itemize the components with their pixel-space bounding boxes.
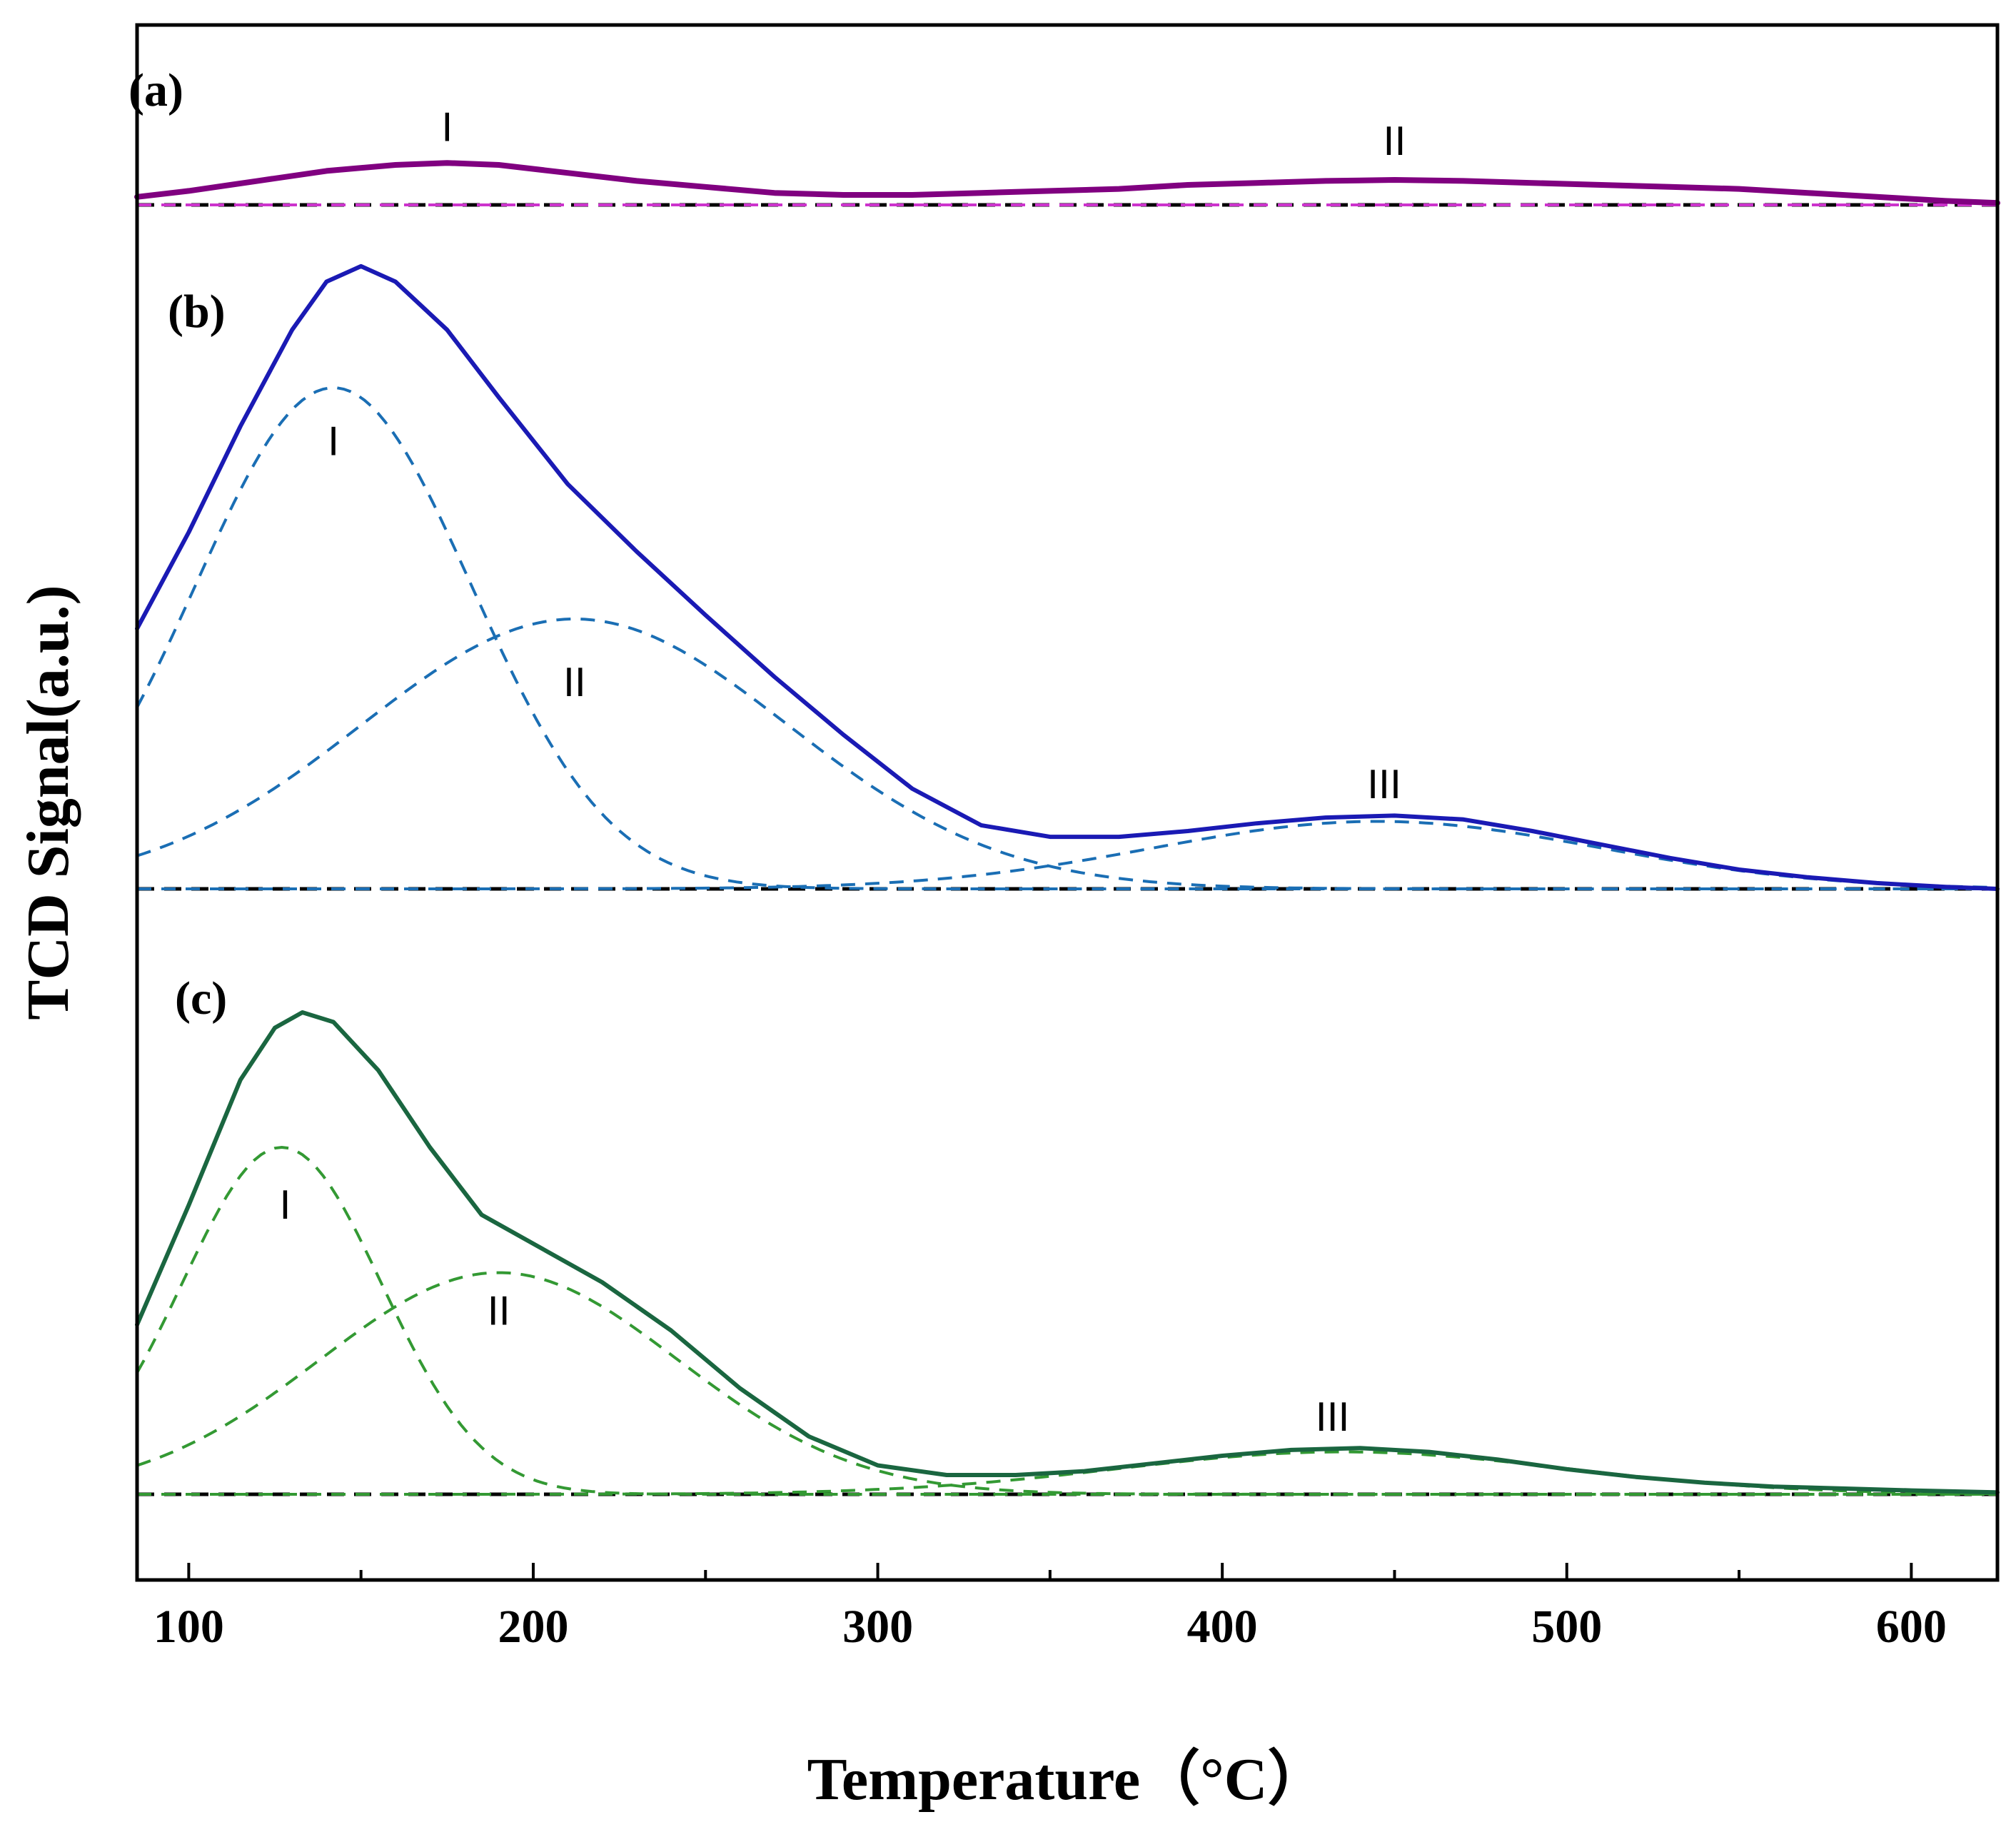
component-peak-II (136, 618, 1997, 890)
total-signal-line (135, 263, 2000, 891)
peak-label-III: III (1367, 762, 1401, 807)
component-peak-II (136, 1271, 1997, 1496)
y-axis-title: TCD Signal(a.u.) (15, 585, 81, 1020)
peak-label-I: I (280, 1183, 291, 1228)
x-tick-label: 100 (153, 1601, 224, 1653)
x-tick-label: 300 (842, 1601, 913, 1653)
panel-label: (b) (168, 286, 226, 338)
total-signal-line (134, 160, 2000, 206)
peak-label-II: II (1384, 119, 1406, 164)
component-peak-I (136, 1145, 1997, 1496)
plot-frame (135, 23, 2000, 1582)
x-axis-title: Temperature（°C） (807, 1746, 1328, 1813)
panel-a: (a)I II (128, 64, 2000, 207)
peak-label-I: I (441, 105, 453, 150)
x-tick-label: 600 (1876, 1601, 1947, 1653)
total-signal-line (135, 1010, 2000, 1495)
panel-label: (c) (175, 972, 227, 1025)
peak-label-III: III (1316, 1395, 1350, 1440)
peak-label-I: I (328, 420, 339, 465)
x-tick-label: 400 (1187, 1601, 1258, 1653)
x-axis-ticks: 100 200 300 400 500 600 (153, 1563, 1947, 1653)
peak-label-II: II (563, 660, 586, 705)
x-tick-label: 500 (1531, 1601, 1602, 1653)
peak-label-II: II (488, 1289, 510, 1334)
x-tick-label: 200 (498, 1601, 568, 1653)
